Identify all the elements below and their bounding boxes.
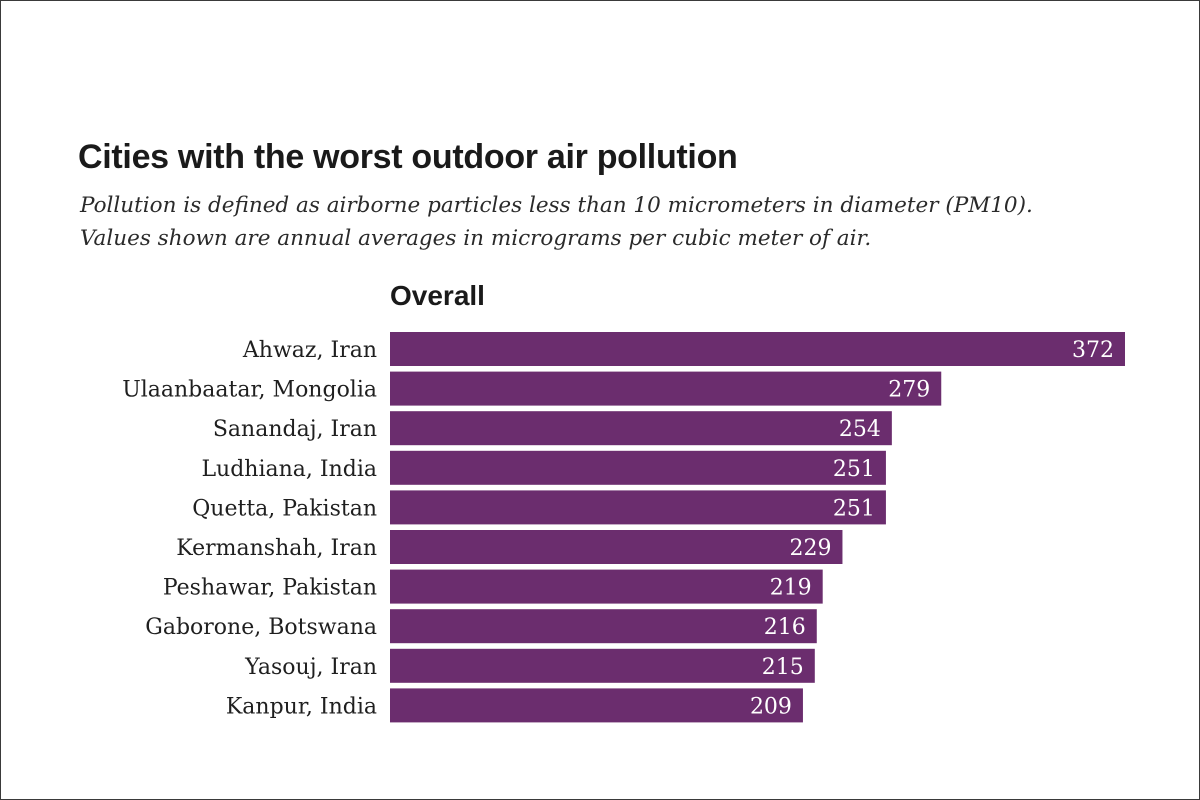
category-label-6: Peshawar, Pakistan	[163, 576, 377, 601]
value-label-0: 372	[1072, 338, 1114, 363]
bar-8	[390, 648, 815, 683]
value-label-9: 209	[750, 694, 792, 719]
chart-subtitle-line-1: Pollution is defined as airborne particl…	[80, 193, 1033, 218]
value-label-1: 279	[888, 378, 930, 403]
category-label-7: Gaborone, Botswana	[145, 615, 377, 640]
bar-2	[390, 411, 892, 446]
bar-6	[390, 569, 823, 604]
chart-subtitle-line-2: Values shown are annual averages in micr…	[80, 226, 872, 251]
value-label-2: 254	[839, 417, 881, 442]
value-label-6: 219	[770, 576, 812, 601]
category-label-5: Kermanshah, Iran	[176, 536, 377, 561]
bar-5	[390, 530, 843, 564]
bar-0	[390, 332, 1125, 366]
chart-title: Cities with the worst outdoor air pollut…	[78, 138, 738, 176]
category-label-2: Sanandaj, Iran	[213, 417, 377, 442]
bar-1	[390, 371, 942, 406]
category-label-4: Quetta, Pakistan	[192, 496, 377, 521]
bar-7	[390, 609, 817, 644]
value-label-4: 251	[833, 496, 875, 521]
bar-4	[390, 490, 886, 525]
value-label-5: 229	[789, 536, 831, 561]
value-label-7: 216	[764, 615, 806, 640]
bar-3	[390, 450, 886, 485]
category-label-9: Kanpur, India	[226, 694, 377, 719]
panel-title: Overall	[390, 280, 485, 311]
bar-9	[390, 688, 803, 723]
category-label-0: Ahwaz, Iran	[242, 338, 377, 363]
category-label-8: Yasouj, Iran	[244, 655, 377, 680]
category-label-3: Ludhiana, India	[201, 457, 377, 482]
value-label-8: 215	[762, 655, 804, 680]
value-label-3: 251	[833, 457, 875, 482]
category-label-1: Ulaanbaatar, Mongolia	[122, 378, 377, 403]
